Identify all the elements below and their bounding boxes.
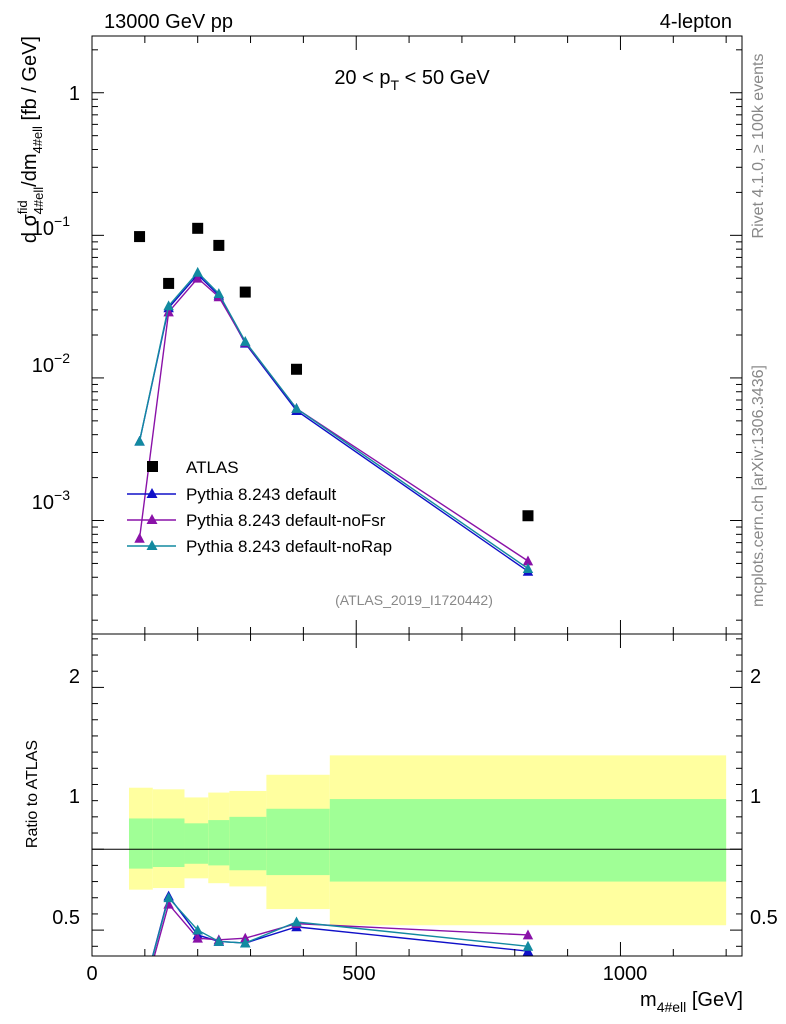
atlas-data-point xyxy=(291,363,303,375)
ratio-y-tick-label-2: 2 xyxy=(69,666,80,688)
legend-norap-label: Pythia 8.243 default-noRap xyxy=(186,537,392,556)
pythia-8-243-default-norap-point xyxy=(192,266,203,277)
pythia-8-243-default-ratio-point xyxy=(134,1000,144,1010)
x-axis-label-post: [GeV] xyxy=(686,989,743,1011)
legend-default-marker xyxy=(146,488,158,498)
ratio-band-inner-1 xyxy=(152,818,185,868)
x-axis-label: m4#ell [GeV] xyxy=(640,989,743,1015)
panel-title: 20 < pT < 50 GeV xyxy=(334,67,490,93)
atlas-data-point xyxy=(522,510,534,522)
ratio-band-inner-4 xyxy=(229,816,267,871)
atlas-data-point xyxy=(134,231,146,243)
pythia-8-243-default-norap-ratio-point xyxy=(163,892,174,903)
atlas-data-point xyxy=(163,277,175,289)
legend-nofsr-label: Pythia 8.243 default-noFsr xyxy=(186,511,386,530)
y-tick-label-0.001: 10−3 xyxy=(32,487,70,514)
ratio-uncertainty-bands xyxy=(128,755,727,926)
pythia-8-243-default-norap-ratio-point xyxy=(213,935,225,946)
ratio-band-inner-3 xyxy=(208,820,230,866)
pythia-8-243-default-norap-ratio-point xyxy=(134,1000,144,1010)
legend-atlas-marker xyxy=(147,461,158,472)
ratio-y-tick-label-right-1: 1 xyxy=(750,786,761,808)
x-axis-label-sub: 4#ell xyxy=(657,999,687,1015)
main-series-layer xyxy=(134,222,534,576)
ratio-band-inner-6 xyxy=(329,799,727,882)
pythia-8-243-default-norap-point xyxy=(213,288,225,299)
rivet-version-label: Rivet 4.1.0, ≥ 100k events xyxy=(750,54,767,239)
ratio-y-axis-label: Ratio to ATLAS xyxy=(24,740,41,848)
ratio-series-layer xyxy=(134,890,534,1014)
ratio-y-tick-label-0.5: 0.5 xyxy=(52,907,80,929)
legend-nofsr-marker xyxy=(146,514,158,524)
x-tick-label-0: 0 xyxy=(86,963,97,985)
y-tick-label-1: 1 xyxy=(69,83,80,105)
main-y-axis-label: d σfid4#ell/dm4#ell [fb / GeV] xyxy=(15,36,46,243)
pythia-8-243-default-norap-ratio-point xyxy=(240,937,251,948)
panel-title-sub: T xyxy=(390,77,399,93)
main-axis-ticks xyxy=(91,36,742,634)
pythia-8-243-default-norap-point xyxy=(134,435,145,446)
ratio-y-tick-label-right-2: 2 xyxy=(750,666,761,688)
ratio-y-tick-label-right-0.5: 0.5 xyxy=(750,907,778,929)
ratio-axis-ticks xyxy=(91,634,742,956)
pythia-8-243-default-norap-point xyxy=(291,403,302,413)
panel-title-pre: 20 < p xyxy=(334,67,390,89)
legend-norap-marker xyxy=(146,540,158,550)
pythia-8-243-default-norap-ratio-point xyxy=(192,924,203,935)
pythia-8-243-default-nofsr-point xyxy=(522,555,534,566)
pythia-8-243-default-norap-ratio-point xyxy=(522,940,534,951)
atlas-data-point xyxy=(192,222,204,234)
ratio-band-inner-5 xyxy=(266,808,330,876)
pythia-8-243-default-nofsr-ratio-point xyxy=(134,1004,144,1014)
panel-title-post: < 50 GeV xyxy=(399,67,490,89)
analysis-id-label: (ATLAS_2019_I1720442) xyxy=(335,592,493,608)
legend-atlas-label: ATLAS xyxy=(186,458,239,477)
channel-label: 4-lepton xyxy=(660,11,732,33)
pythia-8-243-default-nofsr-ratio-point xyxy=(192,932,203,943)
atlas-data-point xyxy=(239,286,251,298)
pythia-8-243-default-nofsr-ratio-point xyxy=(522,929,534,940)
ratio-band-inner-2 xyxy=(184,823,209,864)
pythia-8-243-default-norap-point xyxy=(522,563,534,574)
y-tick-label-0.01: 10−2 xyxy=(32,350,70,377)
ratio-plot-frame xyxy=(91,633,743,957)
ratio-band-inner-0 xyxy=(128,818,153,869)
pythia-8-243-default-norap-point xyxy=(240,336,251,346)
pythia-8-243-default-norap-point xyxy=(163,300,174,311)
mcplots-reference-label: mcplots.cern.ch [arXiv:1306.3436] xyxy=(750,365,767,607)
ratio-y-tick-label-1: 1 xyxy=(69,786,80,808)
legend-default-label: Pythia 8.243 default xyxy=(186,485,337,504)
pythia-8-243-default-nofsr-point xyxy=(134,532,145,543)
atlas-data-point xyxy=(213,239,225,251)
pythia-8-243-default-nofsr-point xyxy=(192,272,203,283)
energy-label: 13000 GeV pp xyxy=(104,11,233,33)
x-axis-label-pre: m xyxy=(640,989,657,1011)
x-tick-label-500: 500 xyxy=(342,963,375,985)
x-tick-label-1000: 1000 xyxy=(603,963,648,985)
pythia-8-243-default-nofsr-point xyxy=(163,306,174,317)
pythia-8-243-default-norap-ratio-point xyxy=(291,916,302,927)
legend: ATLAS Pythia 8.243 default Pythia 8.243 … xyxy=(127,458,392,556)
